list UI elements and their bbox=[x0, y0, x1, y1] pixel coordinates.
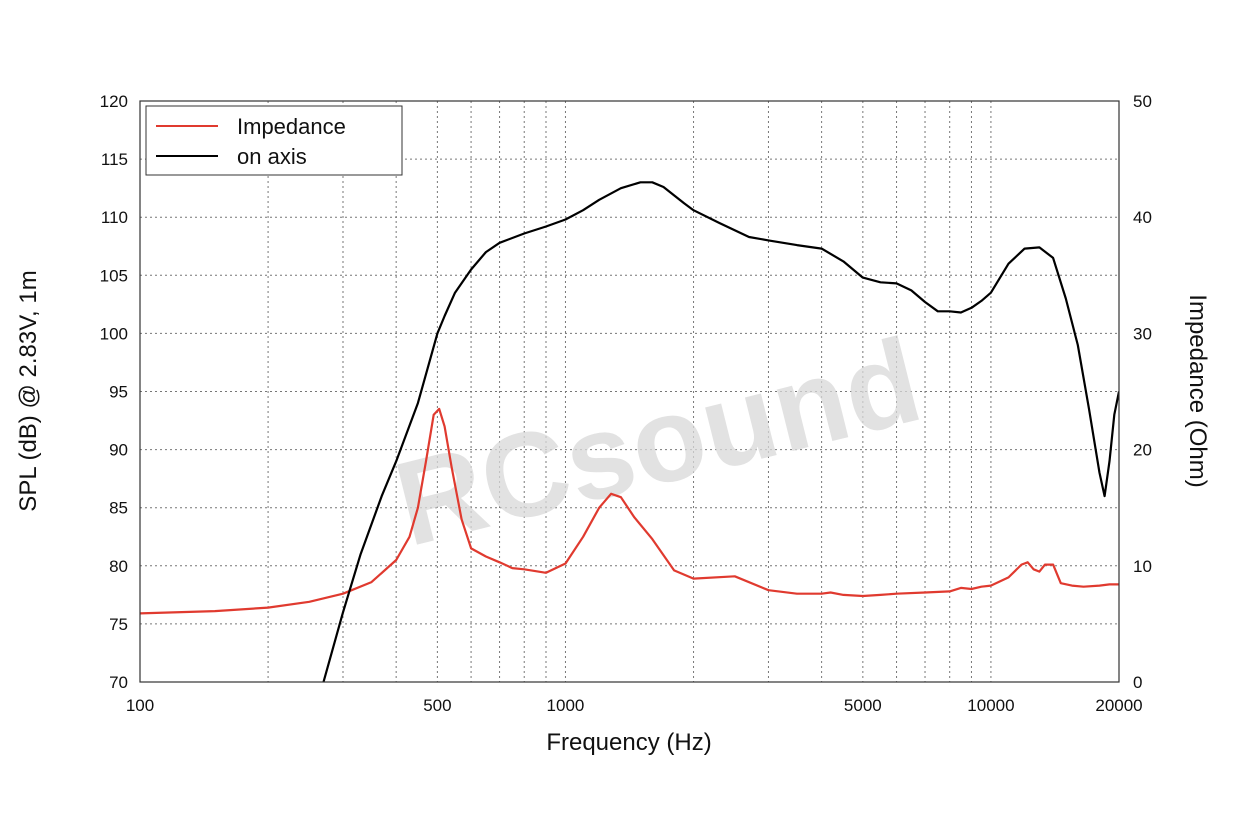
y2-tick-label: 40 bbox=[1133, 208, 1152, 227]
x-tick-label: 10000 bbox=[967, 696, 1014, 715]
legend-label-impedance: Impedance bbox=[237, 114, 346, 139]
x-tick-label: 500 bbox=[423, 696, 451, 715]
legend: Impedance on axis bbox=[145, 105, 403, 176]
series-layer bbox=[140, 181, 1119, 682]
x-tick-label: 20000 bbox=[1095, 696, 1142, 715]
y-tick-label: 105 bbox=[100, 266, 128, 285]
y2-axis-title: Impedance (Ohm) bbox=[1184, 294, 1211, 487]
y2-tick-label: 50 bbox=[1133, 92, 1152, 111]
tick-labels: 100 500 1000 5000 10000 200007075808590951001… bbox=[100, 92, 1152, 715]
y-tick-label: 120 bbox=[100, 92, 128, 111]
x-axis-title: Frequency (Hz) bbox=[546, 729, 711, 756]
y-tick-label: 90 bbox=[109, 441, 128, 460]
y2-tick-label: 0 bbox=[1133, 673, 1142, 692]
legend-label-on-axis: on axis bbox=[237, 144, 307, 169]
x-tick-label: 1000 bbox=[547, 696, 585, 715]
y-tick-label: 70 bbox=[109, 673, 128, 692]
y2-tick-label: 10 bbox=[1133, 557, 1152, 576]
grid-lines bbox=[140, 101, 1119, 682]
plot-frame bbox=[139, 100, 1120, 683]
series-line-impedance bbox=[140, 407, 1119, 615]
y-tick-label: 85 bbox=[109, 499, 128, 518]
y2-tick-label: 20 bbox=[1133, 441, 1152, 460]
legend-box bbox=[145, 105, 403, 176]
y-tick-label: 95 bbox=[109, 383, 128, 402]
y-tick-label: 80 bbox=[109, 557, 128, 576]
y-tick-label: 75 bbox=[109, 615, 128, 634]
y2-tick-label: 30 bbox=[1133, 324, 1152, 343]
series-line-on-axis bbox=[322, 181, 1119, 682]
y-axis-title: SPL (dB) @ 2.83V, 1m bbox=[15, 270, 42, 511]
y-tick-label: 115 bbox=[101, 150, 128, 169]
y-tick-label: 110 bbox=[101, 208, 128, 227]
y-tick-label: 100 bbox=[100, 324, 128, 343]
x-tick-label: 100 bbox=[126, 696, 154, 715]
x-tick-label: 5000 bbox=[844, 696, 882, 715]
